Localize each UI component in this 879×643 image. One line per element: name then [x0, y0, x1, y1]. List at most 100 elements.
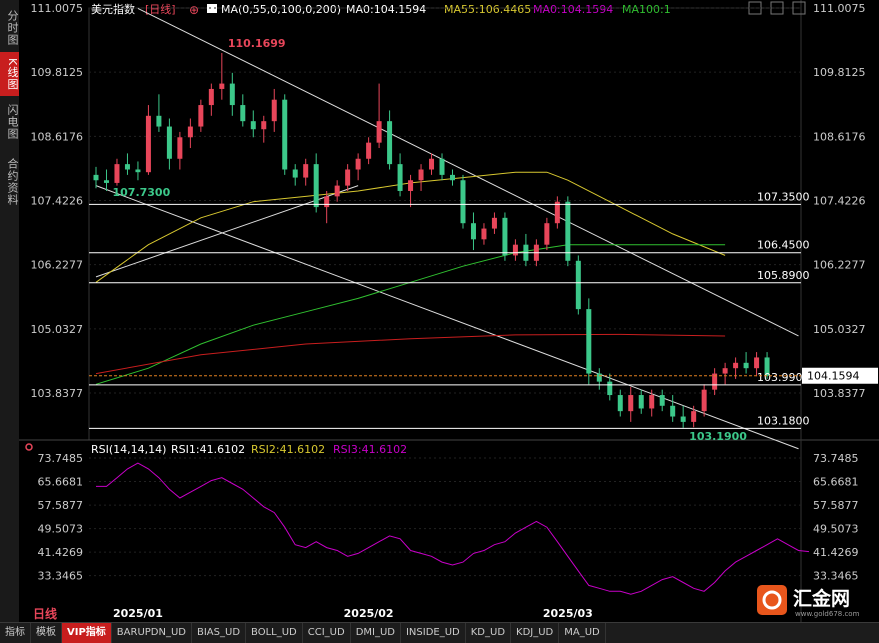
candle — [282, 94, 288, 175]
rsi-tick-label: 65.6681 — [38, 476, 84, 489]
price-tick-label: 109.8125 — [31, 66, 84, 79]
logo-url: www.gold678.com — [795, 610, 860, 618]
tab-cci[interactable]: CCI_UD — [303, 623, 351, 643]
candle-body — [145, 115, 151, 173]
candle-body — [586, 309, 592, 374]
price-annotation: 107.7300 — [112, 186, 170, 199]
candle-body — [418, 169, 424, 181]
candle — [754, 352, 760, 377]
candle — [93, 166, 99, 189]
candle-body — [397, 164, 403, 191]
candle-body — [103, 180, 109, 183]
sidebar-tab-timeshare[interactable]: 分时图 — [6, 10, 19, 46]
logo-icon — [762, 590, 782, 610]
candle-body — [670, 405, 676, 417]
candle-body — [764, 357, 770, 376]
candle — [271, 88, 277, 132]
sidebar-tab-contract-info[interactable]: 合约资料 — [6, 158, 19, 206]
ma-params: MA(0,55,0,100,0,200) — [221, 3, 341, 16]
candle-body — [491, 217, 497, 229]
candle — [712, 368, 718, 396]
rsi-panel-icon[interactable] — [25, 443, 33, 451]
candle — [387, 110, 393, 170]
candle-body — [470, 223, 476, 240]
tab-ma[interactable]: MA_UD — [559, 623, 606, 643]
rsi-line — [96, 462, 810, 595]
rsi-tick-label: 73.7485 — [813, 452, 859, 465]
level-label: 103.9900 — [757, 371, 810, 384]
price-annotation: 103.1900 — [689, 430, 747, 443]
candle — [575, 255, 581, 315]
candle — [565, 196, 571, 267]
rsi-tick-label: 73.7485 — [38, 452, 84, 465]
rsi-tick-label: 41.4269 — [38, 546, 84, 559]
tab-templates[interactable]: 模板 — [31, 623, 62, 643]
ma100-line — [95, 244, 726, 385]
candle — [481, 223, 487, 245]
tab-barupdn[interactable]: BARUPDN_UD — [112, 623, 192, 643]
candle-body — [366, 142, 372, 159]
candle-body — [324, 196, 330, 208]
candle-body — [240, 105, 246, 122]
candle — [743, 352, 749, 374]
price-chart[interactable]: 美元指数 [日线] ⊕ MA(0,55,0,100,0,200) MA0:104… — [19, 0, 879, 622]
candle-body — [439, 158, 445, 175]
candle — [554, 196, 560, 229]
candle-body — [743, 362, 749, 369]
candle — [450, 169, 455, 186]
ma0b-value: MA0:104.1594 — [533, 3, 613, 16]
rsi-tick-label: 65.6681 — [813, 476, 859, 489]
rsi-tick-label: 33.3465 — [38, 570, 84, 583]
candle — [124, 153, 130, 175]
tab-kd[interactable]: KD_UD — [466, 623, 512, 643]
tab-kdj[interactable]: KDJ_UD — [511, 623, 560, 643]
candle — [638, 389, 644, 414]
candle-body — [271, 99, 277, 122]
candle-body — [450, 174, 455, 181]
logo-text: 汇金网 — [793, 587, 850, 610]
tab-dmi[interactable]: DMI_UD — [351, 623, 401, 643]
sidebar-tab-flash[interactable]: 闪电图 — [6, 104, 19, 140]
candle-body — [376, 121, 382, 143]
candle — [418, 164, 424, 191]
tab-vip-indicators[interactable]: VIP指标 — [62, 623, 112, 643]
candle — [313, 153, 319, 213]
candle — [429, 153, 435, 175]
candle — [439, 153, 445, 181]
sidebar-tab-kline[interactable]: K线图 — [0, 52, 19, 96]
crosshair-icon[interactable]: ⊕ — [189, 3, 199, 17]
candle-body — [596, 373, 602, 382]
candle-body — [250, 121, 256, 130]
x-axis-label: 2025/03 — [543, 607, 593, 620]
candle-body — [554, 201, 560, 224]
symbol-title: 美元指数 — [91, 2, 135, 16]
rsi-params: RSI(14,14,14) — [91, 443, 166, 456]
candle-body — [607, 381, 613, 396]
candle — [470, 212, 476, 251]
candle-body — [649, 395, 655, 409]
candle-body — [701, 389, 707, 412]
candle — [240, 94, 246, 127]
candle — [303, 158, 309, 186]
candle — [366, 137, 372, 165]
period-label[interactable]: [日线] — [145, 2, 176, 16]
candle-body — [208, 88, 214, 106]
candle-body — [355, 158, 361, 170]
price-tick-label: 103.8377 — [813, 387, 866, 400]
tab-boll[interactable]: BOLL_UD — [246, 623, 303, 643]
candle — [177, 131, 183, 170]
candle — [397, 153, 403, 197]
candle-body — [733, 362, 739, 369]
tab-inside[interactable]: INSIDE_UD — [401, 623, 466, 643]
tab-indicators[interactable]: 指标 — [0, 623, 31, 643]
close-icon[interactable] — [792, 1, 806, 15]
candle-body — [313, 164, 319, 208]
candle — [408, 174, 414, 208]
candle — [691, 405, 697, 428]
candle — [187, 118, 193, 149]
candle — [166, 118, 172, 170]
tab-bias[interactable]: BIAS_UD — [192, 623, 247, 643]
candle — [103, 169, 109, 191]
candle — [722, 362, 728, 385]
candle-body — [229, 83, 235, 106]
